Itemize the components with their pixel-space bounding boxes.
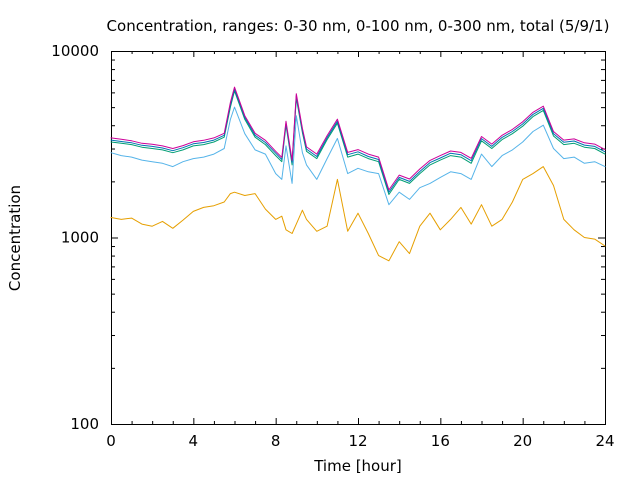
x-tick-label: 16	[431, 432, 450, 450]
plot-frame	[111, 51, 606, 425]
x-tick-label: 12	[348, 432, 367, 450]
series-line-1	[110, 166, 606, 262]
series-line-5	[110, 86, 606, 191]
y-tick-label: 1000	[61, 229, 99, 247]
y-tick-label: 10000	[51, 42, 99, 60]
series-line-3	[110, 90, 606, 195]
series-line-2	[110, 106, 606, 206]
x-tick-label: 0	[106, 432, 116, 450]
axis-ticks: 0 4 8 12 16 20 24 100 1000 10000	[51, 42, 614, 450]
x-tick-label: 4	[189, 432, 199, 450]
x-axis-label: Time [hour]	[313, 457, 402, 475]
series-line-4	[110, 88, 606, 193]
series-lines	[110, 86, 606, 262]
x-tick-label: 20	[513, 432, 532, 450]
x-tick-label: 8	[271, 432, 281, 450]
chart-title: Concentration, ranges: 0-30 nm, 0-100 nm…	[107, 17, 610, 35]
y-tick-label: 100	[70, 415, 99, 433]
y-axis-label: Concentration	[6, 185, 24, 291]
x-tick-label: 24	[595, 432, 614, 450]
